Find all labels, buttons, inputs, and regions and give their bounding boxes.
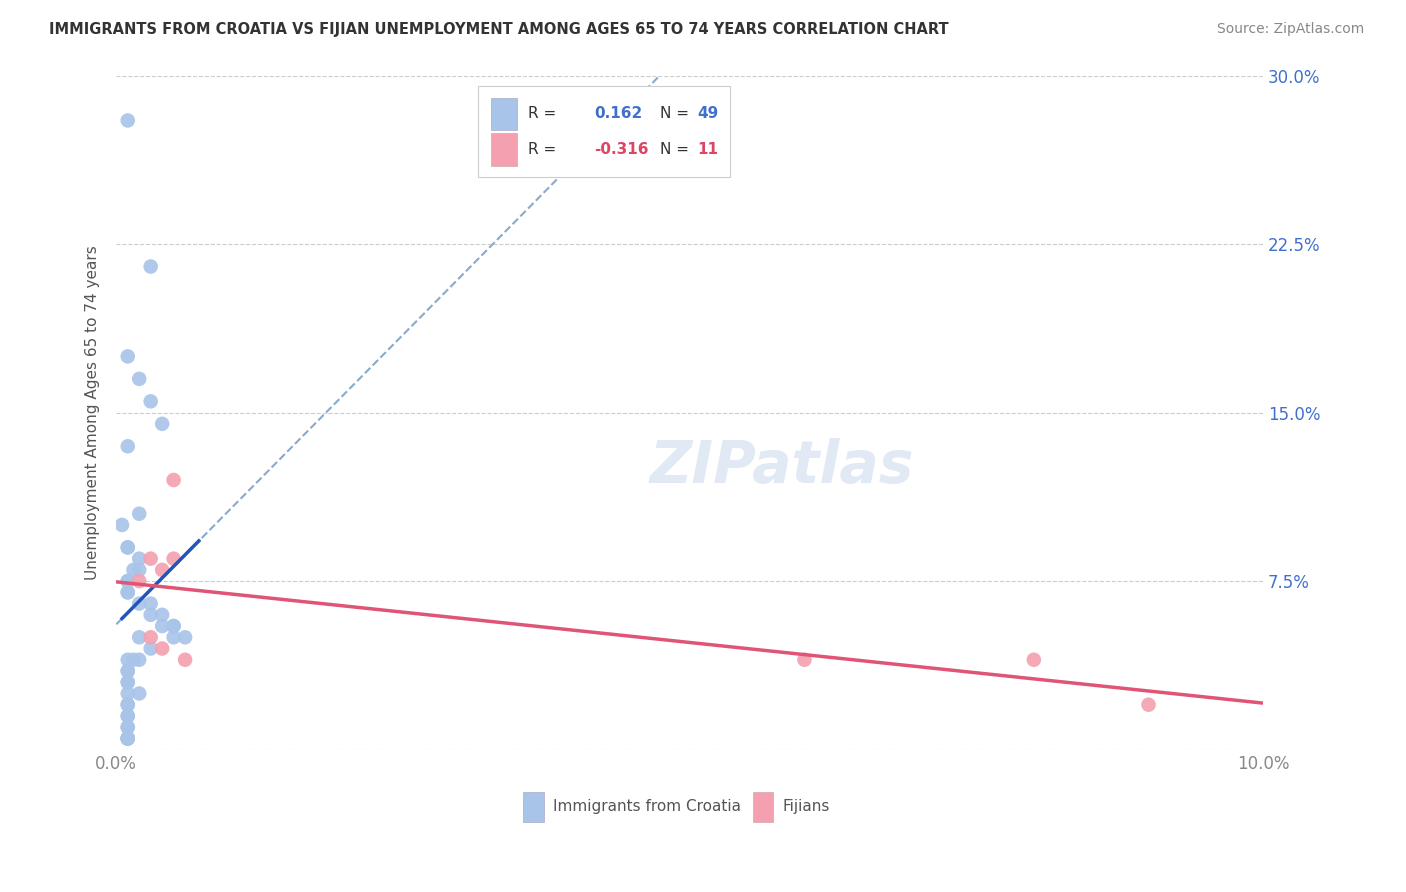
Point xyxy=(117,675,139,690)
Point xyxy=(139,597,162,611)
Point xyxy=(793,653,815,667)
Text: Source: ZipAtlas.com: Source: ZipAtlas.com xyxy=(1216,22,1364,37)
Bar xyxy=(752,792,773,822)
Point xyxy=(139,630,162,644)
Point xyxy=(117,653,139,667)
Text: 11: 11 xyxy=(697,142,718,157)
Point xyxy=(1022,653,1045,667)
FancyBboxPatch shape xyxy=(478,86,730,177)
Point xyxy=(128,597,150,611)
Text: R =: R = xyxy=(529,142,561,157)
Point xyxy=(174,630,197,644)
Text: -0.316: -0.316 xyxy=(595,142,650,157)
Point xyxy=(122,653,145,667)
Point xyxy=(150,607,173,622)
Point xyxy=(117,574,139,588)
Point xyxy=(117,664,139,678)
Point xyxy=(117,698,139,712)
Point xyxy=(162,551,184,566)
Point xyxy=(139,260,162,274)
Point xyxy=(128,563,150,577)
Point xyxy=(150,619,173,633)
Point xyxy=(117,574,139,588)
Point xyxy=(117,585,139,599)
Point xyxy=(111,517,134,532)
Point xyxy=(117,720,139,734)
Point xyxy=(139,551,162,566)
Bar xyxy=(491,134,516,166)
Text: R =: R = xyxy=(529,106,561,121)
Point xyxy=(128,372,150,386)
Point xyxy=(117,698,139,712)
Point xyxy=(139,394,162,409)
Point xyxy=(150,641,173,656)
Text: 49: 49 xyxy=(697,106,718,121)
Point xyxy=(117,709,139,723)
Point xyxy=(150,417,173,431)
Point xyxy=(117,731,139,746)
Text: N =: N = xyxy=(659,106,693,121)
Point xyxy=(117,664,139,678)
Text: ZIPatlas: ZIPatlas xyxy=(650,438,914,495)
Point xyxy=(117,720,139,734)
Point xyxy=(117,686,139,700)
Text: Immigrants from Croatia: Immigrants from Croatia xyxy=(553,799,741,814)
Point xyxy=(162,630,184,644)
Point xyxy=(162,619,184,633)
Y-axis label: Unemployment Among Ages 65 to 74 years: Unemployment Among Ages 65 to 74 years xyxy=(86,245,100,580)
Point xyxy=(117,439,139,453)
Point xyxy=(117,350,139,364)
Point xyxy=(117,585,139,599)
Point xyxy=(150,563,173,577)
Point xyxy=(117,113,139,128)
Text: Fijians: Fijians xyxy=(783,799,830,814)
Point xyxy=(128,574,150,588)
Point xyxy=(117,541,139,555)
Point xyxy=(117,675,139,690)
Point xyxy=(139,607,162,622)
Point xyxy=(122,563,145,577)
Bar xyxy=(523,792,544,822)
Point xyxy=(174,653,197,667)
Point xyxy=(1137,698,1160,712)
Point xyxy=(117,731,139,746)
Text: N =: N = xyxy=(659,142,693,157)
Point xyxy=(139,641,162,656)
Point xyxy=(128,630,150,644)
Point xyxy=(162,619,184,633)
Point xyxy=(117,731,139,746)
Bar xyxy=(491,98,516,130)
Point xyxy=(128,507,150,521)
Point xyxy=(128,653,150,667)
Point xyxy=(117,709,139,723)
Text: IMMIGRANTS FROM CROATIA VS FIJIAN UNEMPLOYMENT AMONG AGES 65 TO 74 YEARS CORRELA: IMMIGRANTS FROM CROATIA VS FIJIAN UNEMPL… xyxy=(49,22,949,37)
Point xyxy=(117,731,139,746)
Point xyxy=(117,731,139,746)
Point xyxy=(117,541,139,555)
Point xyxy=(128,686,150,700)
Point xyxy=(128,551,150,566)
Point xyxy=(162,473,184,487)
Text: 0.162: 0.162 xyxy=(595,106,643,121)
